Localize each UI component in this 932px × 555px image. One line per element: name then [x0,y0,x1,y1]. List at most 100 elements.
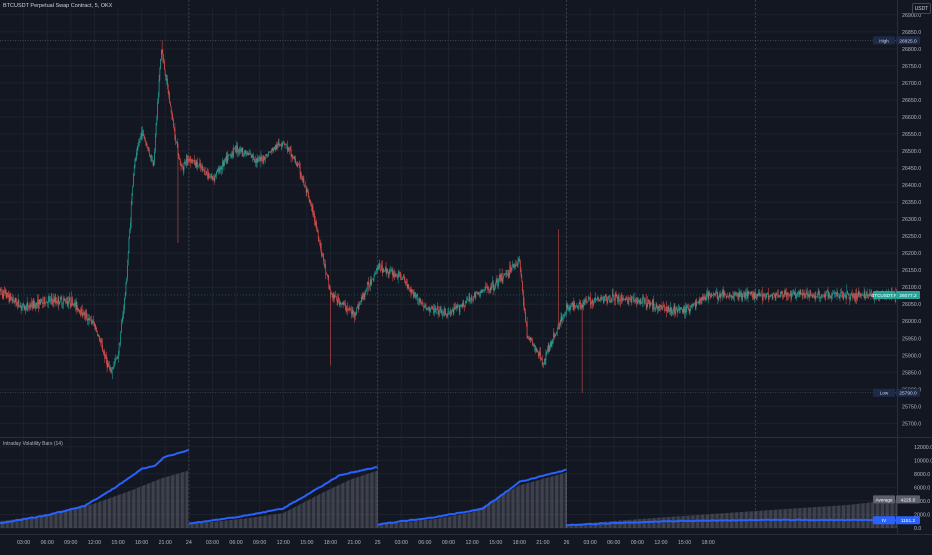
price-tick-label: 25700.0 [902,421,921,427]
currency-button[interactable]: USDT [912,3,931,14]
candle-body [303,179,304,180]
candle-body [698,303,699,304]
candle-body [392,271,393,272]
candle-body [350,310,351,311]
candle-body [448,313,449,314]
indicator-title[interactable]: Intraday Volatility Bars (14) [3,441,63,447]
candle-body [301,176,302,177]
candle-body [727,296,728,297]
candle-body [89,319,90,320]
candle-body [435,308,436,309]
candle-body [628,301,629,303]
candle-body [684,308,685,312]
candle-body [75,303,76,307]
candle-body [650,303,651,305]
candle-body [476,292,477,298]
candle-body [615,293,616,300]
candle-body [106,355,107,361]
candle-body [649,303,650,304]
candle-body [571,304,572,308]
candle-body [129,239,130,253]
candle-body [133,174,134,186]
candle-body [186,159,187,164]
candle-body [309,197,310,200]
candle-body [423,306,424,307]
candle-body [170,103,171,106]
candle-body [785,292,786,295]
candle-body [451,312,452,313]
candle-body [264,157,265,162]
candle-body [2,291,3,294]
candle-body [827,292,828,293]
candle-body [200,163,201,165]
candle-body [289,148,290,149]
candle-body [607,301,608,303]
candle-body [66,302,67,303]
candle-body [598,298,599,301]
candle-body [862,295,863,296]
candle-body [454,308,455,313]
candle-body [310,200,311,204]
candle-body [488,289,489,291]
candle-body [614,296,615,299]
candle-body [428,308,429,309]
candle-body [648,299,649,303]
candle-body [583,302,584,307]
candle-body [78,308,79,311]
candle-body [117,357,118,359]
candle-body [762,294,763,300]
candle-body [272,148,273,149]
candle-body [574,303,575,308]
candle-body [754,293,755,300]
candle-body [485,287,486,289]
candle-body [147,147,148,148]
candle-body [537,351,538,352]
candle-body [825,293,826,298]
time-tick-label: 09:00 [442,540,455,546]
candle-body [555,334,556,335]
candle-body [517,265,518,266]
candle-body [506,273,507,274]
candle-body [212,176,213,177]
candle-body [285,144,286,145]
candle-body [295,159,296,160]
candle-body [244,153,245,156]
candle-body [62,299,63,305]
candle-body [569,307,570,310]
candle-body [335,296,336,297]
candle-body [516,265,517,266]
candle-body [709,293,710,299]
candle-body [184,161,185,162]
candle-body [851,294,852,295]
candle-body [368,283,369,287]
candle-body [634,300,635,301]
candle-body [443,311,444,314]
candle-body [315,222,316,223]
candle-body [722,291,723,295]
candle-body [523,291,524,301]
candle-body [127,265,128,278]
candle-body [316,223,317,225]
candle-body [595,298,596,300]
candle-body [267,155,268,156]
candle-body [655,308,656,309]
candle-body [28,307,29,308]
candle-body [19,300,20,306]
candle-body [312,206,313,207]
candle-body [457,305,458,308]
candle-body [266,155,267,158]
candle-body [393,271,394,277]
candle-body [626,299,627,300]
candle-body [641,303,642,304]
candle-body [387,270,388,272]
candle-body [206,171,207,175]
candle-body [604,300,605,302]
last-tag-label: BTCUSDT.P [871,293,897,298]
candle-body [463,303,464,307]
candle-body [543,364,544,365]
candle-body [639,300,640,304]
candle-body [668,307,669,312]
candle-body [405,280,406,283]
